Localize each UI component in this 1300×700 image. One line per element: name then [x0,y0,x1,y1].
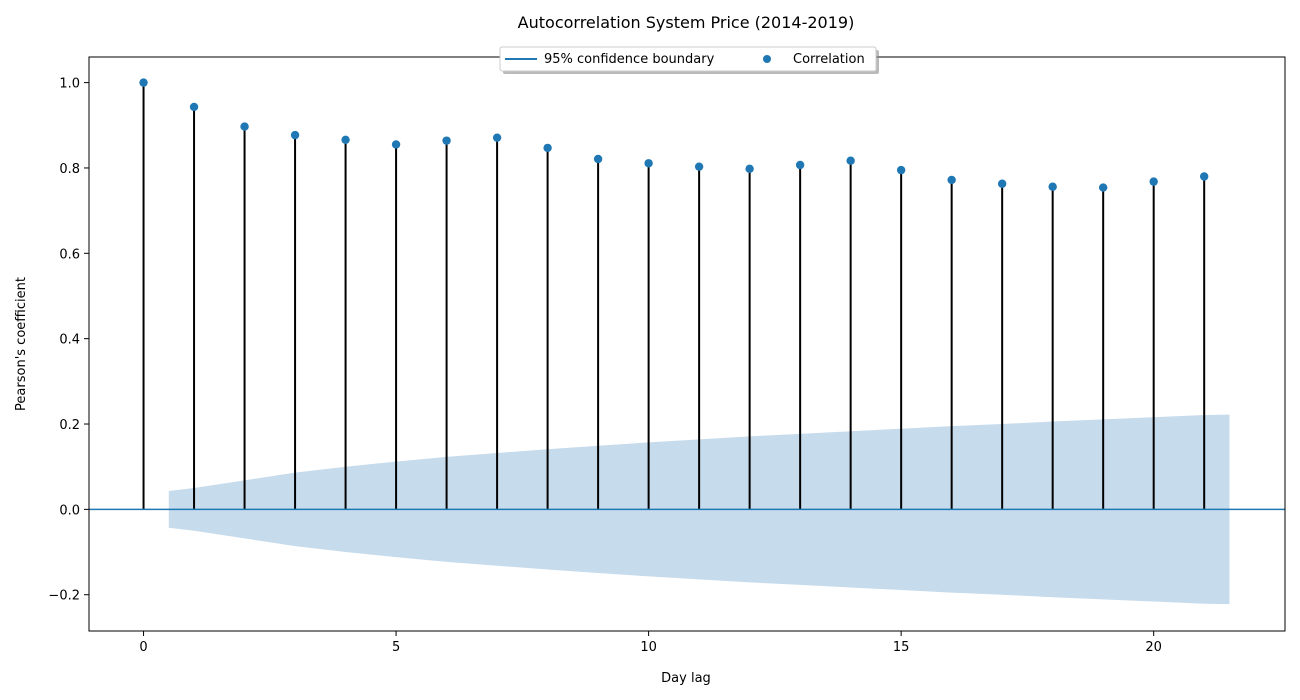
y-tick-label-5: 0.8 [59,162,80,177]
y-tick-label-6: 1.0 [59,77,80,92]
correlation-point-lag-18 [1048,182,1057,191]
y-tick-label-1: 0.0 [59,503,80,518]
correlation-point-lag-4 [341,135,350,144]
y-tick-label-2: 0.2 [59,418,80,433]
x-tick-label-5: 5 [392,640,400,655]
correlation-point-lag-6 [442,136,451,145]
x-tick-label-10: 10 [640,640,657,655]
y-tick-label-4: 0.6 [59,247,80,262]
legend-marker-swatch [763,55,771,63]
legend-label-confidence: 95% confidence boundary [544,52,715,67]
correlation-point-lag-11 [694,162,704,171]
chart-title: Autocorrelation System Price (2014-2019) [518,13,855,32]
correlation-point-lag-2 [240,122,249,131]
legend: 95% confidence boundary Correlation [499,46,879,74]
x-axis-label: Day lag [661,671,711,686]
x-tick-label-20: 20 [1145,640,1162,655]
x-tick-label-0: 0 [139,640,147,655]
legend-label-correlation: Correlation [793,52,865,67]
x-tick-label-15: 15 [893,640,910,655]
plot-area: 0 5 10 15 20 −0.2 0.0 0.2 0.4 0.6 0.8 1.0 [48,56,1286,655]
correlation-point-lag-12 [745,164,754,174]
correlation-point-lag-7 [492,133,502,142]
correlation-point-lag-9 [593,154,603,164]
correlation-point-lag-10 [644,159,653,168]
correlation-point-lag-8 [543,143,552,153]
correlation-point-lag-19 [1098,183,1108,192]
correlation-point-lag-16 [947,175,956,185]
correlation-point-lag-5 [391,140,401,149]
correlation-point-lag-0 [139,78,148,87]
correlation-point-lag-17 [997,179,1007,188]
legend-frame [499,46,877,72]
correlation-point-lag-21 [1199,172,1209,181]
correlation-point-lag-1 [189,102,199,112]
correlation-point-lag-15 [896,165,906,175]
correlation-point-lag-20 [1149,177,1158,186]
correlation-point-lag-14 [846,156,855,165]
y-tick-label-3: 0.4 [59,333,80,348]
correlation-point-lag-13 [795,160,805,170]
y-tick-label-0: −0.2 [48,589,80,604]
correlation-point-lag-3 [290,130,300,140]
y-axis-label: Pearson's coefficient [14,277,29,411]
